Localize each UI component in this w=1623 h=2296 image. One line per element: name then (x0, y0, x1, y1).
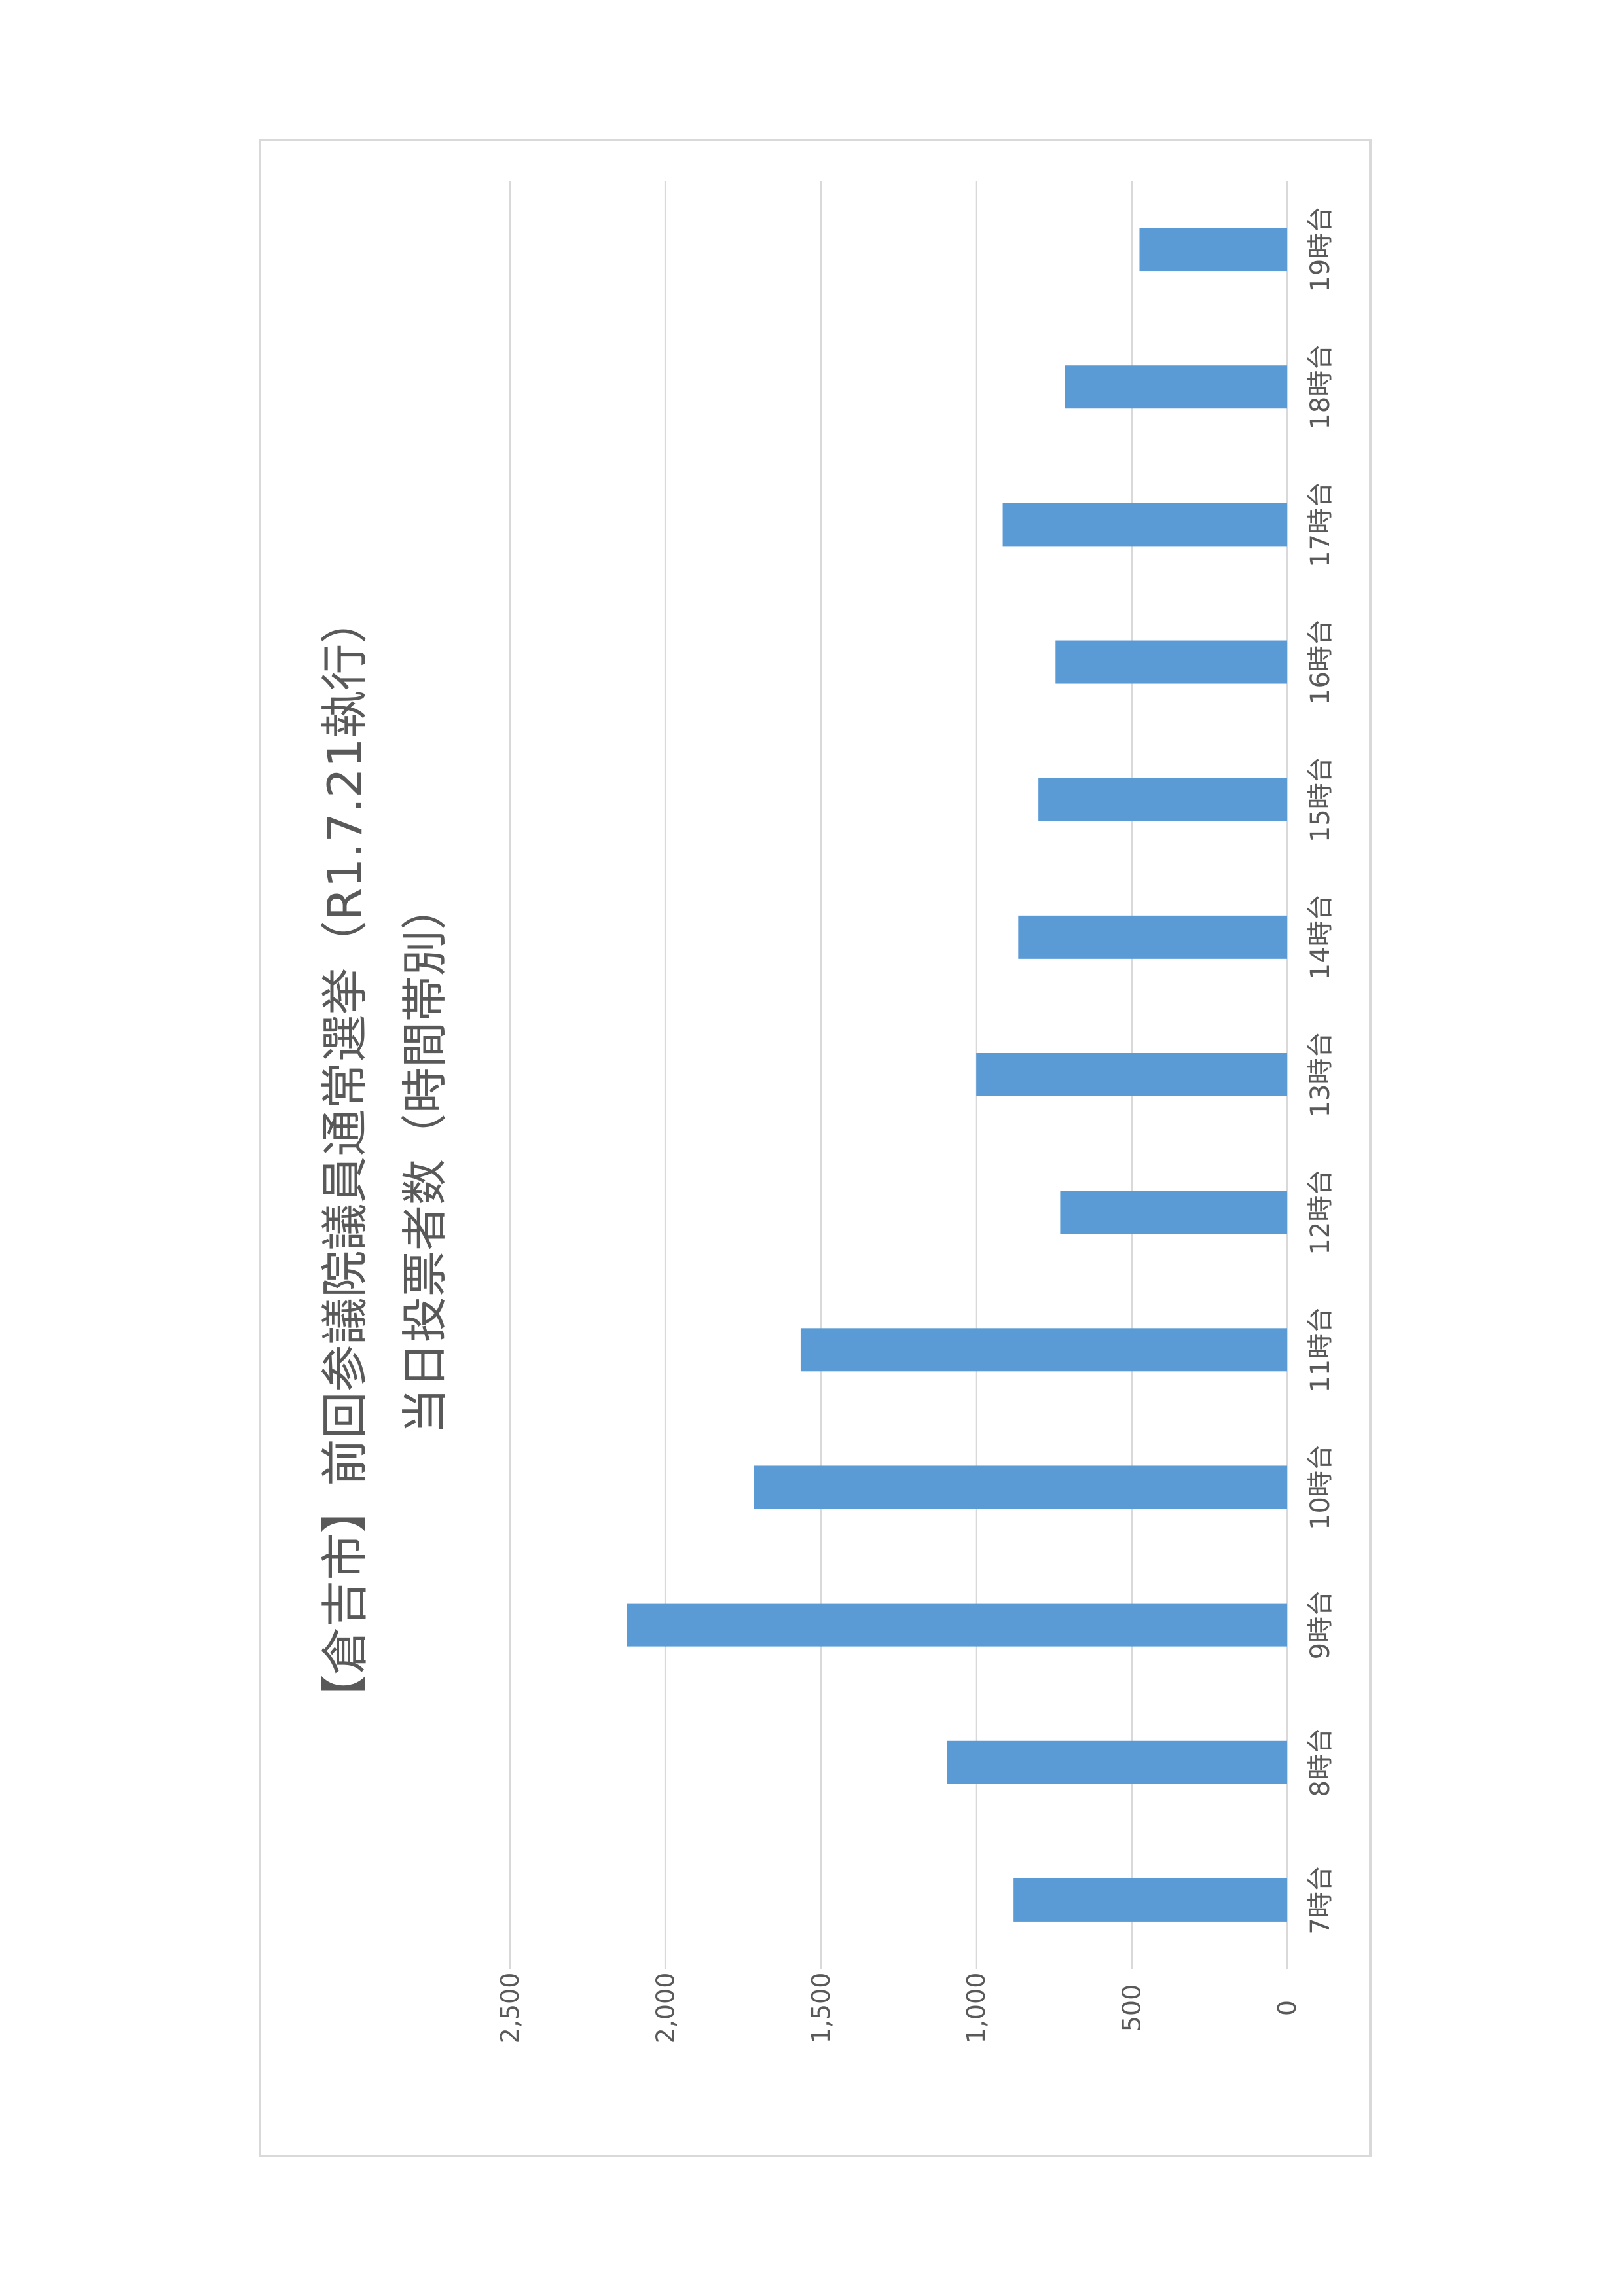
value-tick-label: 500 (1118, 1984, 1146, 2032)
bar-19時台 (1139, 228, 1287, 272)
category-label: 15時台 (1305, 757, 1336, 842)
bar-12時台 (1060, 1191, 1287, 1234)
category-label: 13時台 (1305, 1032, 1336, 1118)
bar-16時台 (1055, 640, 1287, 684)
category-label: 16時台 (1305, 619, 1336, 705)
category-label: 18時台 (1305, 344, 1336, 430)
value-tick-label: 1,500 (807, 1973, 835, 2044)
category-label: 11時台 (1305, 1307, 1336, 1393)
chart-title: 【倉吉市】前回参議院議員通常選挙（R1.7.21執行） 当日投票者数（時間帯別） (318, 596, 452, 1721)
bar-7時台 (1013, 1878, 1287, 1922)
bars (627, 228, 1287, 1922)
category-label: 7時台 (1305, 1865, 1336, 1934)
bar-15時台 (1038, 778, 1287, 821)
value-tick-label: 0 (1273, 2000, 1302, 2016)
bar-14時台 (1018, 915, 1287, 959)
category-label: 19時台 (1305, 207, 1336, 293)
category-label: 17時台 (1305, 482, 1336, 567)
bar-chart: 0 500 1,000 1,500 2,000 2,500 7時台 8時台 9時台 10時台 11… (318, 181, 1336, 2044)
value-tick-label: 1,000 (962, 1973, 991, 2044)
category-axis-labels: 7時台 8時台 9時台 10時台 11時台 12時台 13時台 14時台 15時台 16時台 17時… (1305, 207, 1336, 1935)
category-label: 9時台 (1305, 1590, 1336, 1659)
category-label: 8時台 (1305, 1728, 1336, 1797)
chart-frame: 0 500 1,000 1,500 2,000 2,500 7時台 8時台 9時台 10時台 11… (259, 139, 1372, 2157)
bar-17時台 (1002, 503, 1287, 547)
chart-title-line-2: 当日投票者数（時間帯別） (398, 884, 452, 1434)
bar-10時台 (754, 1465, 1287, 1509)
category-label: 10時台 (1305, 1444, 1336, 1530)
bar-8時台 (947, 1740, 1287, 1784)
bar-11時台 (800, 1328, 1287, 1372)
value-tick-label: 2,000 (651, 1973, 680, 2044)
bar-13時台 (976, 1053, 1287, 1096)
category-label: 14時台 (1305, 894, 1336, 980)
bar-18時台 (1065, 365, 1287, 409)
category-label: 12時台 (1305, 1170, 1336, 1255)
chart-title-line-1: 【倉吉市】前回参議院議員通常選挙（R1.7.21執行） (318, 596, 373, 1721)
value-axis-ticks: 0 500 1,000 1,500 2,000 2,500 (496, 1973, 1302, 2044)
bar-9時台 (627, 1603, 1287, 1647)
value-tick-label: 2,500 (496, 1973, 524, 2044)
